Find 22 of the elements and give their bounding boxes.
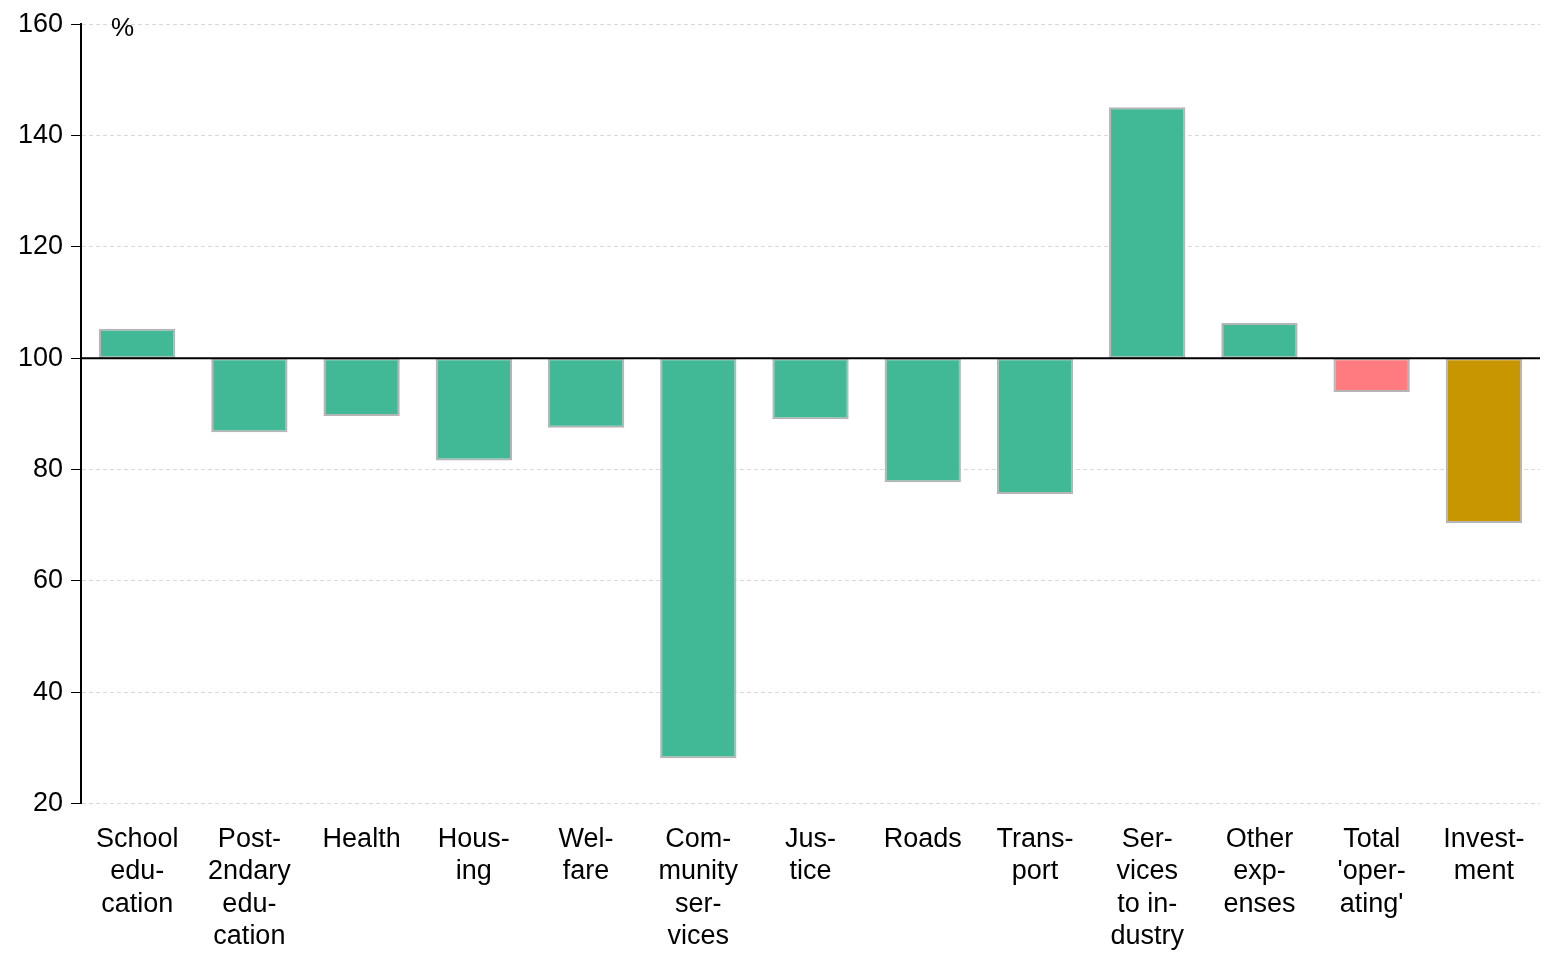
y-tick-label: 160	[17, 7, 64, 38]
x-tick-label: Com- munity ser- vices	[658, 823, 739, 951]
x-tick-label: Hous- ing	[437, 823, 510, 886]
x-tick-label: Ser- vices to in- dustry	[1110, 823, 1185, 951]
x-tick-label: Other exp- enses	[1223, 823, 1296, 918]
y-axis-title: %	[111, 12, 135, 43]
y-tick-label: 20	[33, 786, 64, 817]
x-tick-label: Invest- ment	[1443, 823, 1525, 886]
y-tick-label: 60	[33, 564, 64, 595]
y-tick-label: 140	[17, 118, 64, 149]
x-tick-label: Total 'oper- ating'	[1337, 823, 1406, 918]
y-tick-label: 120	[17, 230, 64, 261]
x-tick-label: Roads	[883, 823, 962, 854]
y-tick-label: 80	[33, 452, 64, 483]
x-tick-label: Health	[322, 823, 401, 854]
x-tick-label: Jus- tice	[785, 823, 837, 886]
x-tick-label: Wel- fare	[558, 823, 614, 886]
x-tick-label: Post- 2ndary edu- cation	[208, 823, 292, 951]
x-tick-label: School edu- cation	[95, 823, 179, 918]
y-tick-label: 100	[17, 341, 64, 372]
y-tick-label: 40	[33, 675, 64, 706]
x-tick-label: Trans- port	[996, 823, 1074, 886]
